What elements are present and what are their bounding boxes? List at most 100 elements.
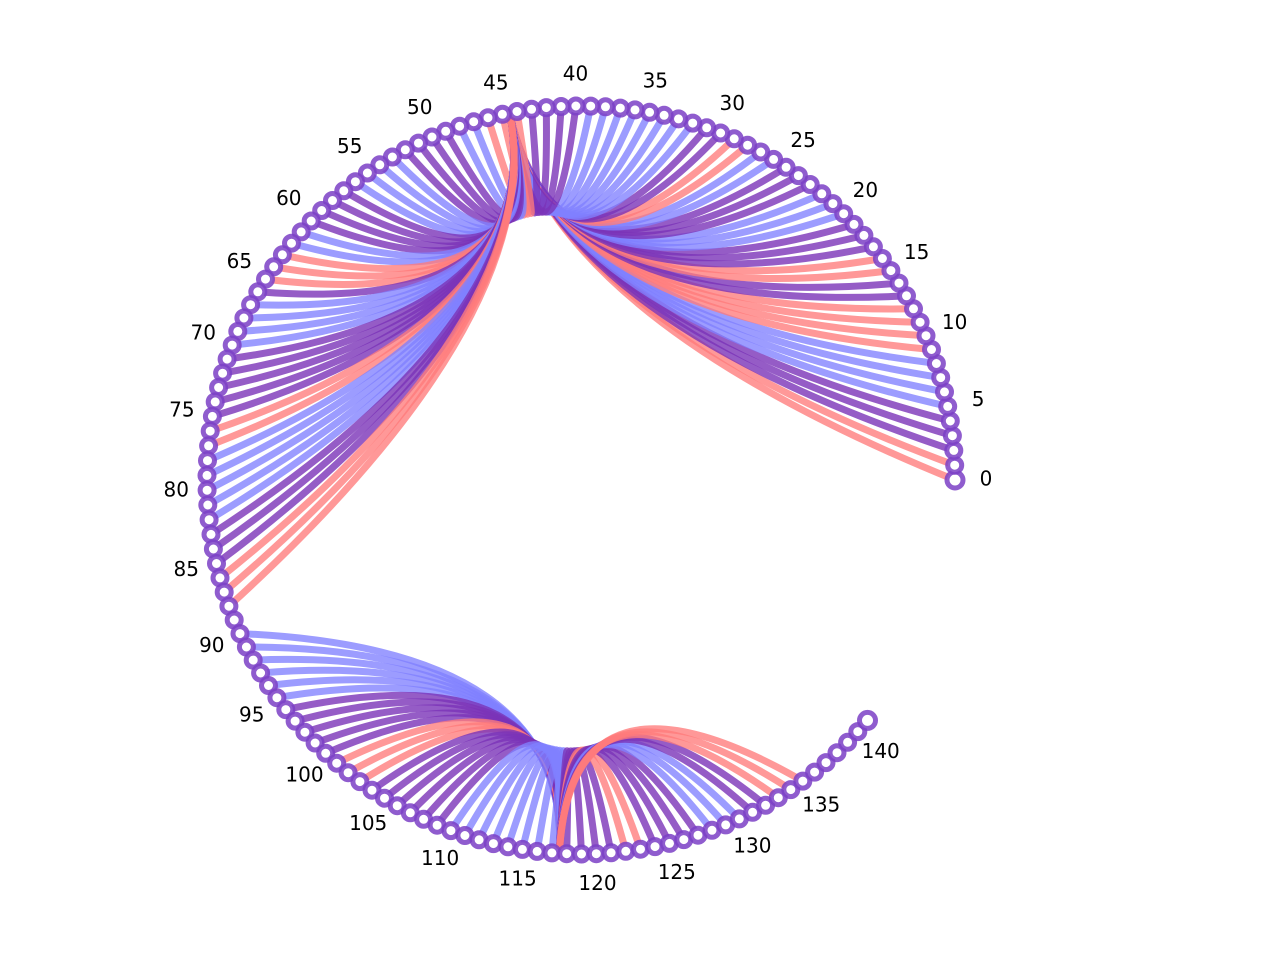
chord-node — [857, 709, 878, 731]
tick-label: 30 — [719, 91, 744, 115]
chord-node — [601, 843, 621, 863]
chord-node — [768, 788, 788, 808]
chord-node — [527, 841, 547, 861]
tick-label: 55 — [337, 134, 362, 158]
chord-node — [251, 663, 271, 683]
chord-node — [259, 676, 278, 695]
chord-node — [334, 181, 354, 201]
tick-label: 10 — [942, 310, 967, 334]
chord-node — [654, 105, 674, 125]
chord-node — [272, 245, 292, 265]
chord-node — [370, 155, 390, 175]
tick-label: 95 — [239, 702, 264, 726]
chord-node — [295, 722, 315, 742]
chord-node — [586, 844, 606, 864]
chord-node — [800, 175, 820, 194]
tick-label: 120 — [578, 871, 616, 895]
chord-node — [823, 194, 843, 214]
chord-node — [338, 763, 358, 783]
chord-nodes — [197, 96, 966, 864]
tick-label: 110 — [421, 846, 459, 870]
chord-node — [863, 237, 883, 257]
chord-node — [267, 688, 287, 708]
chord-node — [200, 421, 220, 441]
chord-node — [483, 834, 503, 854]
chord-node — [512, 839, 532, 859]
chord-node — [938, 396, 958, 416]
chord-node — [201, 524, 221, 544]
chord-node — [805, 762, 825, 782]
chord-node — [640, 102, 660, 122]
chord-node — [542, 843, 562, 863]
tick-label: 35 — [643, 68, 668, 92]
chord-node — [362, 780, 382, 800]
chord-node — [816, 753, 836, 773]
chord-node — [669, 109, 688, 129]
chord-node — [312, 201, 332, 220]
chord-node — [625, 100, 645, 120]
chord-node — [382, 147, 402, 167]
tick-label: 70 — [190, 321, 215, 345]
chord-node — [256, 269, 275, 289]
tick-label: 25 — [790, 128, 815, 152]
chord-node — [198, 451, 217, 471]
chord-node — [285, 711, 305, 731]
tick-label: 5 — [972, 387, 985, 411]
tick-label: 50 — [407, 95, 432, 119]
chord-node — [522, 99, 542, 119]
chord-node — [291, 222, 311, 242]
chord-node — [197, 465, 217, 485]
chord-node — [202, 406, 222, 426]
tick-label: 0 — [980, 467, 993, 491]
tick-label: 15 — [904, 240, 929, 264]
chord-node — [198, 495, 218, 515]
tick-label: 140 — [862, 739, 900, 763]
chord-node — [645, 837, 665, 857]
chord-node — [942, 426, 962, 446]
tick-label: 100 — [285, 763, 323, 787]
chord-node — [788, 166, 808, 186]
chord-node — [357, 163, 377, 183]
chord-node — [557, 844, 577, 864]
chord-node — [944, 440, 964, 460]
chord-links — [203, 102, 959, 858]
chord-node — [776, 157, 796, 177]
chord-node — [301, 211, 321, 231]
chord-node — [838, 732, 858, 752]
chord-node — [793, 771, 813, 791]
chord-node — [203, 539, 223, 559]
tick-label: 65 — [227, 249, 252, 273]
chord-node — [610, 98, 630, 118]
chord-link — [555, 725, 807, 857]
tick-label: 75 — [169, 398, 194, 422]
chord-node — [264, 257, 284, 277]
chord-node — [197, 480, 217, 500]
chord-node — [205, 392, 225, 412]
chord-node — [199, 436, 219, 456]
chord-node — [498, 837, 518, 857]
tick-label: 125 — [658, 860, 696, 884]
chord-node — [631, 839, 650, 859]
chord-node — [872, 249, 892, 268]
chord-node — [209, 378, 229, 397]
chord-node — [327, 753, 347, 773]
tick-label: 40 — [563, 62, 588, 86]
chord-node — [536, 98, 556, 118]
chord-node — [945, 455, 965, 475]
tick-labels: 0 5 10 15 20 25 30 35 40 45 50 55 60 65 70 75 80 85 90 95 10… — [163, 62, 992, 896]
tick-label: 90 — [199, 633, 224, 657]
tick-label: 85 — [173, 557, 198, 581]
chord-node — [781, 780, 801, 800]
tick-label: 20 — [853, 178, 878, 202]
chord-node — [507, 102, 527, 121]
chord-node — [276, 700, 296, 720]
chord-node — [305, 733, 325, 753]
chord-node — [827, 743, 847, 763]
tick-label: 135 — [802, 793, 840, 817]
chord-node — [323, 191, 342, 210]
chord-node — [854, 225, 874, 245]
chord-node — [345, 172, 365, 192]
chord-node — [282, 233, 301, 253]
tick-label: 115 — [499, 867, 537, 891]
chord-node — [889, 273, 909, 293]
